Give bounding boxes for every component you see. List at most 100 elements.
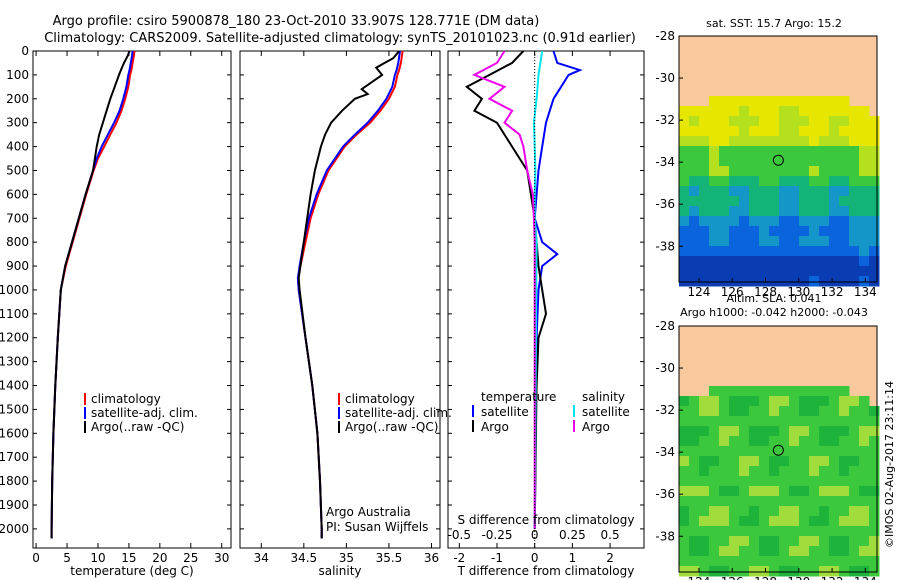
map-cell — [869, 446, 880, 457]
map-cell — [869, 546, 880, 557]
map-cell — [829, 546, 840, 557]
map-cell — [719, 386, 730, 397]
map-cell — [779, 186, 790, 197]
map-cell — [839, 516, 850, 527]
map-cell — [809, 226, 820, 237]
map-cell — [729, 116, 740, 127]
map-cell — [809, 456, 820, 467]
map-cell — [849, 196, 860, 207]
map-cell — [719, 516, 730, 527]
map-cell — [789, 566, 800, 577]
map-cell — [769, 396, 780, 407]
map-cell — [839, 476, 850, 487]
map-cell — [729, 186, 740, 197]
map-cell — [849, 456, 860, 467]
map-cell — [769, 476, 780, 487]
map-cell — [799, 106, 810, 117]
map-cell — [719, 486, 730, 497]
map-cell — [839, 126, 850, 137]
map-cell — [689, 186, 700, 197]
map-cell — [739, 486, 750, 497]
map-cell — [849, 436, 860, 447]
map-cell — [699, 406, 710, 417]
map-cell — [719, 106, 730, 117]
map-cell — [849, 486, 860, 497]
map-cell — [829, 386, 840, 397]
depth-tick-label: 1100 — [0, 307, 29, 321]
map-cell — [689, 166, 700, 177]
map-cell — [859, 546, 870, 557]
map-cell — [789, 116, 800, 127]
map-cell — [709, 506, 720, 517]
map-cell — [769, 536, 780, 547]
map-cell — [679, 266, 690, 277]
map-cell — [869, 256, 880, 267]
x-tick-label: 10 — [90, 551, 105, 565]
map-cell — [679, 466, 690, 477]
map-cell — [739, 276, 750, 287]
map-cell — [809, 246, 820, 257]
title-line1: Argo profile: csiro 5900878_180 23-Oct-2… — [53, 14, 540, 29]
map-cell — [809, 426, 820, 437]
map-cell — [679, 566, 690, 577]
map-cell — [699, 396, 710, 407]
map-cell — [829, 96, 840, 107]
salinity-legend: climatology satellite-adj. clim. Argo(..… — [338, 392, 452, 434]
map-cell — [829, 146, 840, 157]
map-cell — [819, 206, 830, 217]
map-cell — [829, 406, 840, 417]
map-cell — [819, 256, 830, 267]
map-cell — [759, 236, 770, 247]
map-cell — [839, 236, 850, 247]
map-cell — [729, 416, 740, 427]
map-cell — [719, 416, 730, 427]
map-cell — [799, 556, 810, 567]
x-tick-label: 0 — [32, 551, 40, 565]
map-cell — [769, 386, 780, 397]
map-cell — [719, 206, 730, 217]
depth-tick-label: 1800 — [0, 474, 29, 488]
map-cell — [829, 436, 840, 447]
sla-map-title1: Altim. SLA: 0.041 — [726, 292, 821, 305]
map-x-tick-label: 126 — [721, 285, 744, 299]
map-cell — [869, 436, 880, 447]
map-cell — [859, 156, 870, 167]
map-cell — [709, 406, 720, 417]
map-cell — [749, 546, 760, 557]
map-cell — [689, 476, 700, 487]
map-cell — [809, 136, 820, 147]
map-cell — [779, 536, 790, 547]
map-cell — [839, 406, 850, 417]
map-cell — [769, 406, 780, 417]
map-cell — [689, 396, 700, 407]
map-cell — [729, 506, 740, 517]
map-cell — [769, 116, 780, 127]
map-cell — [789, 186, 800, 197]
map-cell — [799, 226, 810, 237]
map-cell — [869, 156, 880, 167]
map-cell — [809, 496, 820, 507]
map-cell — [729, 426, 740, 437]
map-cell — [849, 476, 860, 487]
map-cell — [829, 206, 840, 217]
series-salinity-argo — [472, 50, 536, 529]
map-cell — [809, 526, 820, 537]
map-cell — [799, 246, 810, 257]
map-cell — [799, 266, 810, 277]
map-cell — [829, 516, 840, 527]
map-cell — [819, 246, 830, 257]
map-cell — [689, 236, 700, 247]
map-cell — [769, 436, 780, 447]
map-cell — [679, 106, 690, 117]
map-cell — [779, 486, 790, 497]
map-cell — [719, 466, 730, 477]
map-cell — [749, 276, 760, 287]
map-cell — [689, 106, 700, 117]
series-argo-raw-qc- — [297, 50, 400, 539]
map-cell — [699, 106, 710, 117]
map-cell — [709, 126, 720, 137]
map-cell — [829, 426, 840, 437]
map-cell — [809, 236, 820, 247]
map-cell — [689, 456, 700, 467]
map-cell — [679, 506, 690, 517]
